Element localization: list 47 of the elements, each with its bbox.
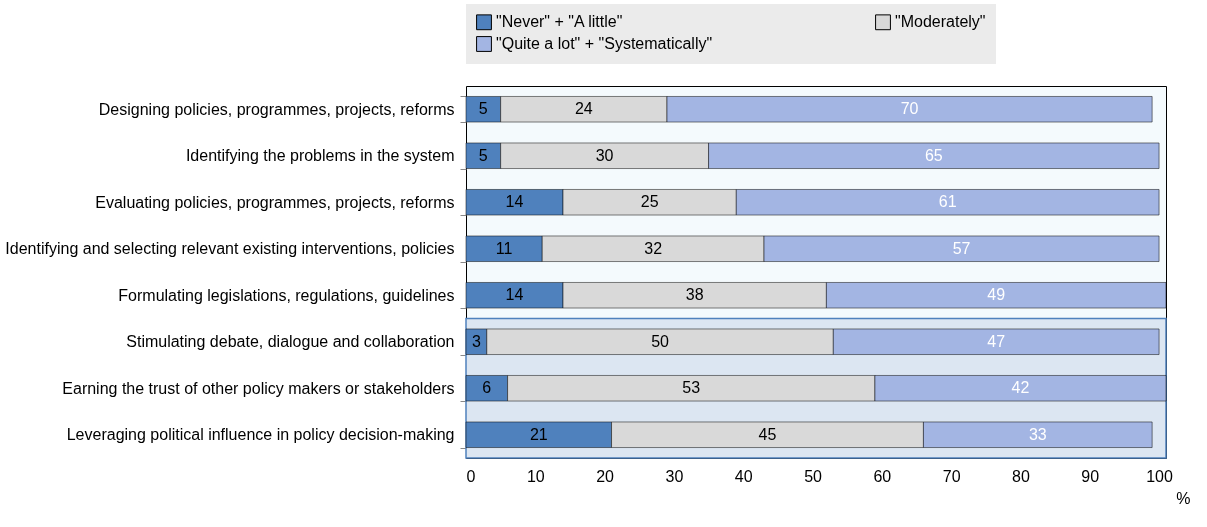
x-tick-label: 90 [1081, 467, 1100, 485]
data-label: 45 [758, 425, 777, 443]
data-label: 65 [924, 146, 943, 164]
data-label: 14 [505, 193, 524, 211]
data-label: 25 [640, 193, 659, 211]
x-tick-label: 30 [665, 467, 684, 485]
y-tick-label: Designing policies, programmes, projects, reforms [98, 100, 455, 118]
data-label: 53 [682, 379, 701, 397]
data-label: 24 [574, 100, 593, 118]
x-tick-label: 50 [804, 467, 823, 485]
x-tick-label: 100 [1146, 467, 1174, 485]
x-tick-label: 20 [596, 467, 615, 485]
data-label: 30 [595, 146, 614, 164]
data-label: 42 [1011, 379, 1030, 397]
data-label: 5 [478, 100, 488, 118]
legend-label: "Quite a lot" + "Systematically" [496, 35, 713, 52]
y-tick-label: Formulating legislations, regulations, guidelines [118, 286, 455, 304]
x-tick-label: 70 [942, 467, 961, 485]
x-tick-label: 10 [526, 467, 545, 485]
data-label: 50 [651, 332, 670, 350]
legend-label: "Moderately" [895, 13, 986, 31]
data-label: 32 [644, 239, 663, 257]
y-tick-label: Identifying the problems in the system [185, 147, 455, 165]
y-tick-label: Evaluating policies, programmes, projects, reforms [95, 193, 455, 211]
data-label: 21 [529, 425, 548, 443]
data-label: 3 [471, 332, 481, 350]
data-label: 38 [685, 286, 704, 304]
x-tick-label: 40 [734, 467, 753, 485]
y-tick-label: Earning the trust of other policy makers or stakeholders [62, 379, 455, 397]
legend-label: "Never" + "A little" [496, 13, 623, 31]
data-label: 33 [1028, 425, 1047, 443]
data-label: 61 [938, 193, 957, 211]
data-label: 14 [505, 286, 524, 304]
data-label: 49 [987, 286, 1006, 304]
data-label: 5 [478, 146, 488, 164]
data-label: 47 [987, 332, 1006, 350]
x-tick-label: 60 [873, 467, 892, 485]
x-axis-title: % [1176, 489, 1191, 507]
data-label: 11 [495, 239, 513, 257]
y-tick-label: Leveraging political influence in policy decision-making [66, 426, 455, 444]
y-tick-label: Identifying and selecting relevant existing interventions, policies [5, 240, 455, 258]
y-tick-label: Stimulating debate, dialogue and collaboration [126, 333, 455, 351]
data-label: 6 [482, 379, 492, 397]
x-tick-label: 80 [1012, 467, 1030, 485]
data-label: 70 [900, 100, 919, 118]
data-label: 57 [952, 239, 971, 257]
x-tick-label: 0 [466, 467, 476, 485]
